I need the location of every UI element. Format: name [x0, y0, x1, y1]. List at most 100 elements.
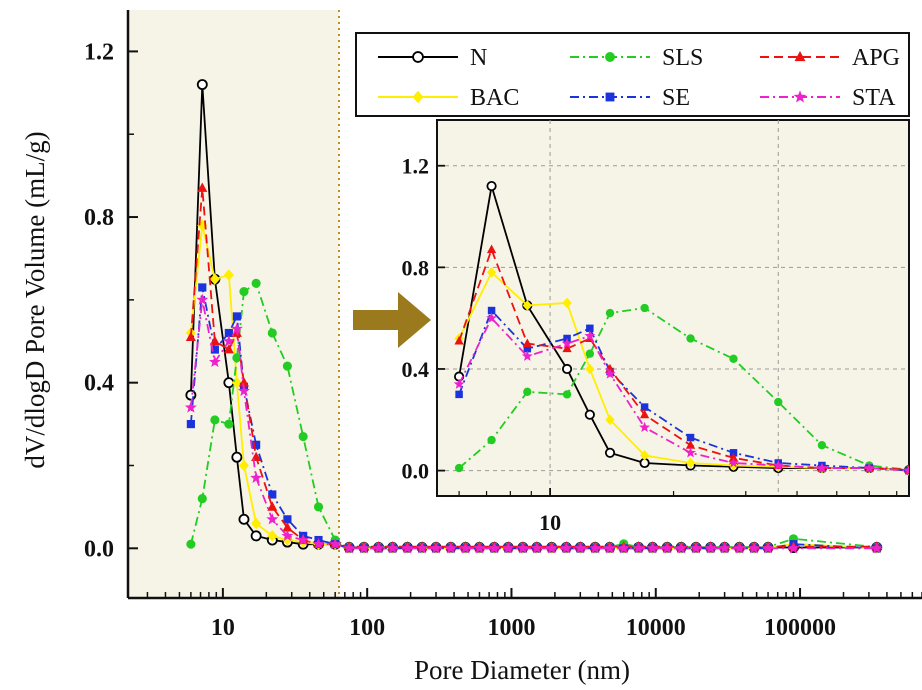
main-point-apg — [185, 331, 196, 341]
main-point-bac — [209, 273, 220, 285]
y-tick-label: 1.2 — [84, 39, 114, 65]
main-point-se — [252, 440, 261, 449]
main-point-sta — [230, 322, 243, 334]
inset-point-sta — [604, 368, 616, 379]
legend-label: BAC — [470, 85, 519, 111]
legend-item-n: N — [378, 45, 487, 71]
legend-item-sls: SLS — [570, 45, 703, 71]
legend-label: APG — [852, 45, 900, 71]
inset-plot-series — [453, 180, 909, 476]
inset-x-tick-label: 10 — [539, 510, 561, 535]
inset-point-se — [586, 324, 594, 333]
legend-item-se: SE — [570, 85, 690, 111]
main-point-sta — [617, 542, 630, 554]
main-point-n — [238, 513, 250, 525]
legend-marker — [605, 52, 615, 62]
main-point-sls — [298, 431, 308, 442]
inset-point-sls — [454, 463, 464, 473]
main-point-sls — [267, 328, 277, 338]
main-point-se — [210, 345, 219, 354]
inset-y-tick-label: 0.0 — [402, 459, 430, 484]
y-tick-label: 0.8 — [84, 205, 114, 231]
legend-box — [355, 32, 910, 117]
main-point-sta — [530, 542, 543, 554]
main-point-sta — [222, 335, 235, 347]
main-point-sta — [297, 533, 310, 546]
inset-point-bac — [605, 414, 615, 426]
shaded-micropore-region — [128, 10, 339, 598]
inset-point-n — [604, 447, 616, 458]
inset-point-bac — [486, 267, 497, 278]
inset-point-sta — [816, 462, 828, 473]
inset-series-sta — [453, 312, 909, 476]
main-point-sta — [386, 542, 399, 554]
main-point-n — [231, 451, 243, 463]
main-point-sta — [473, 542, 486, 554]
x-tick-label: 1000 — [487, 615, 535, 641]
main-point-se — [283, 515, 292, 524]
main-point-sta — [312, 537, 325, 550]
main-point-se — [224, 328, 233, 338]
inset-point-se — [729, 449, 738, 457]
main-point-sls — [313, 502, 324, 512]
legend-label: N — [470, 45, 487, 71]
main-point-sls — [251, 278, 261, 288]
inset-point-se — [523, 344, 532, 353]
main-point-sta — [748, 542, 760, 554]
main-point-sta — [238, 384, 250, 397]
main-point-sta — [196, 293, 209, 305]
y-tick-label: 0.0 — [84, 536, 114, 562]
inset-grid — [437, 120, 909, 496]
inset-point-se — [640, 403, 649, 411]
x-axis-title: Pore Diameter (nm) — [414, 655, 630, 685]
inset-point-se — [455, 390, 463, 399]
main-point-sta — [762, 542, 774, 554]
main-point-sta — [545, 542, 558, 554]
main-point-sta — [430, 542, 442, 554]
main-point-sta — [459, 542, 472, 554]
main-point-sls — [186, 539, 196, 549]
y-tick-label: 0.4 — [84, 371, 114, 397]
main-point-apg — [223, 344, 234, 354]
inset-point-sls — [640, 303, 649, 313]
main-point-sta — [208, 355, 221, 368]
main-plot-series — [184, 79, 883, 555]
inset-point-sls — [562, 390, 572, 399]
legend-item-apg: APG — [760, 45, 900, 71]
inset-point-sls — [487, 435, 496, 445]
inset-y-tick-label: 1.2 — [402, 154, 430, 179]
inset-point-sta — [639, 421, 651, 433]
main-point-se — [198, 283, 207, 292]
inset-point-apg — [562, 343, 572, 353]
main-point-sta — [646, 542, 659, 554]
main-point-sta — [574, 542, 587, 554]
inset-point-sta — [728, 457, 739, 468]
main-point-sta — [266, 513, 279, 525]
inset-point-n — [584, 409, 595, 420]
main-series-sta — [184, 293, 883, 554]
main-point-se — [268, 490, 277, 499]
main-point-sta — [372, 542, 385, 554]
main-point-sta — [444, 542, 457, 554]
inset-point-se — [686, 433, 695, 442]
main-point-sta — [733, 542, 746, 554]
inset-point-sta — [772, 459, 784, 471]
main-point-sta — [401, 542, 414, 554]
legend-marker — [793, 90, 807, 103]
main-point-sls — [224, 419, 234, 429]
main-point-sta — [416, 542, 428, 554]
inset-point-apg — [728, 452, 739, 462]
inset-point-n — [486, 180, 497, 192]
main-point-sta — [560, 542, 573, 554]
main-point-sta — [870, 542, 883, 554]
main-point-apg — [238, 377, 250, 387]
inset-point-sls — [605, 308, 615, 318]
x-tick-label: 10000 — [626, 615, 686, 641]
inset-point-bac — [522, 300, 532, 311]
inset-point-bac — [685, 457, 696, 469]
inset-point-apg — [522, 338, 532, 348]
main-point-sta — [661, 542, 674, 554]
main-point-sta — [502, 542, 515, 554]
main-point-sta — [589, 542, 602, 554]
